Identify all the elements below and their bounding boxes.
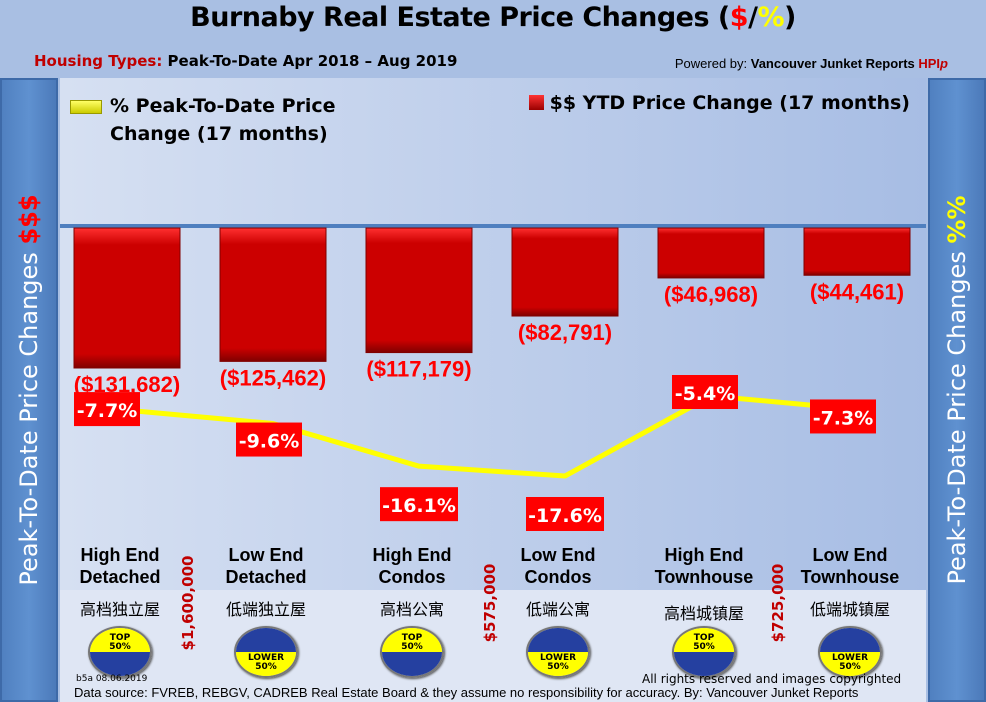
- category-chinese-label: 低端城镇屋: [809, 600, 890, 619]
- rights-notice: All rights reserved and images copyright…: [642, 672, 902, 686]
- lower-50-badge: LOWER 50%: [526, 626, 590, 678]
- right-axis-label: Peak-To-Date Price Changes %%: [943, 195, 971, 585]
- legend-bar: $$ YTD Price Change (17 months): [528, 92, 910, 114]
- bar-value-label: ($125,462): [220, 365, 326, 390]
- category-chinese-label: 低端公寓: [525, 600, 590, 619]
- line-value-box: [672, 375, 738, 409]
- bar-value-label: ($82,791): [518, 320, 612, 345]
- price-change-bar: [657, 227, 765, 279]
- plot-area: % Peak-To-Date Price Change (17 months) …: [60, 78, 926, 702]
- chart-title: Burnaby Real Estate Price Changes ($/%): [190, 2, 796, 33]
- line-value-box: [380, 487, 458, 522]
- chart-svg: ($131,682) ($125,462) ($117,179)($82,791)(…: [73, 227, 911, 531]
- line-value-label: -9.6%: [239, 431, 300, 453]
- bar-value-label: ($44,461): [810, 279, 904, 304]
- price-change-bar: [365, 227, 473, 354]
- threshold-label-detached: $1,600,000: [179, 555, 197, 651]
- line-value-label: -7.3%: [813, 407, 874, 429]
- threshold-label-townhouse: $725,000: [769, 563, 787, 643]
- category-chinese-label: 高档城镇屋: [663, 604, 744, 623]
- line-value-box: [74, 392, 140, 427]
- zero-axis-line: [60, 224, 926, 228]
- top-50-badge: TOP 50%: [88, 626, 152, 678]
- line-value-label: -17.6%: [528, 505, 602, 527]
- price-change-bar: [73, 227, 181, 369]
- line-value-label: -5.4%: [675, 383, 736, 405]
- category-label: Low End Condos: [520, 545, 596, 587]
- line-value-box: [526, 497, 604, 531]
- line-value-label: -7.7%: [77, 400, 138, 422]
- category-label: High End Detached: [79, 545, 161, 587]
- top-50-badge: TOP 50%: [672, 626, 736, 678]
- version-label: b5a 08.06.2019: [76, 674, 148, 684]
- price-change-bar: [219, 227, 327, 362]
- left-axis-label-panel: Peak-To-Date Price Changes $$$: [0, 78, 58, 702]
- category-label: Low End Townhouse: [800, 545, 900, 587]
- category-label: High End Townhouse: [654, 545, 754, 587]
- category-chinese-label: 低端独立屋: [225, 600, 306, 619]
- top-50-badge: TOP 50%: [380, 626, 444, 678]
- bar-value-label: ($117,179): [366, 357, 471, 382]
- category-chinese-label: 高档公寓: [379, 600, 444, 619]
- category-band: [60, 590, 926, 702]
- data-source: Data source: FVREB, REBGV, CADREB Real E…: [74, 685, 859, 700]
- line-value-label: -16.1%: [382, 495, 456, 517]
- category-label: Low End Detached: [225, 545, 307, 587]
- powered-by: Powered by: Vancouver Junket Reports HPI…: [674, 56, 948, 71]
- subtitle: Housing Types: Peak-To-Date Apr 2018 – A…: [34, 52, 458, 70]
- legend-line: % Peak-To-Date Price Change (17 months): [70, 92, 336, 148]
- line-value-box: [236, 422, 302, 457]
- line-value-box: [810, 399, 876, 434]
- category-label: High End Condos: [372, 545, 452, 587]
- left-axis-label: Peak-To-Date Price Changes $$$: [15, 194, 43, 586]
- threshold-label-condos: $575,000: [481, 563, 499, 643]
- lower-50-badge: LOWER 50%: [818, 626, 882, 678]
- right-axis-label-panel: Peak-To-Date Price Changes %%: [928, 78, 986, 702]
- lower-50-badge: LOWER 50%: [234, 626, 298, 678]
- bar-value-label: ($46,968): [664, 282, 758, 307]
- legend-swatch-yellow: [70, 99, 102, 114]
- price-change-bar: [511, 227, 619, 317]
- legend-swatch-red: [528, 95, 544, 110]
- price-change-bar: [803, 227, 911, 276]
- category-chinese-label: 高档独立屋: [79, 600, 160, 619]
